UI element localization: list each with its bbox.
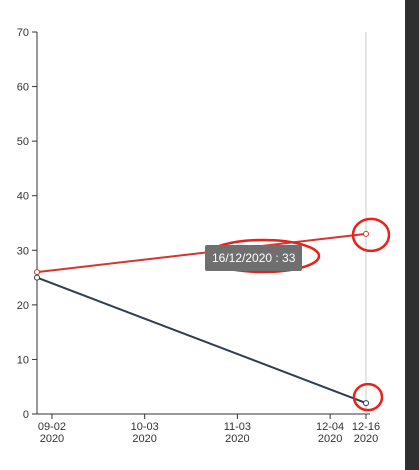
y-tick-label: 30 — [17, 245, 29, 257]
annotation-circle-top-point — [351, 217, 391, 253]
chart-axes — [36, 32, 370, 415]
y-tick-label: 60 — [17, 82, 29, 94]
x-tick-label-date: 12-16 — [352, 421, 380, 433]
dark-sidebar-edge — [405, 0, 419, 470]
x-tick-label-date: 09-02 — [38, 421, 66, 433]
y-tick-label: 70 — [17, 27, 29, 39]
x-tick-label-year: 2020 — [354, 433, 378, 445]
series-1-point[interactable] — [34, 269, 40, 276]
x-tick-label-year: 2020 — [225, 433, 249, 445]
series-layer — [34, 230, 369, 407]
annotation-circle-bottom-point — [352, 382, 384, 412]
y-tick-label: 20 — [17, 300, 29, 312]
x-axis-ticks: 09-02202010-03202011-03202012-04202012-1… — [38, 414, 380, 445]
y-tick-label: 0 — [23, 409, 29, 421]
x-tick-label-year: 2020 — [132, 433, 156, 445]
chart-tooltip: 16/12/2020 : 33 — [205, 245, 303, 271]
x-tick-label-date: 11-03 — [224, 421, 251, 433]
series-2-point[interactable] — [34, 274, 40, 281]
y-tick-label: 50 — [17, 136, 29, 148]
x-tick-label-year: 2020 — [40, 433, 64, 445]
series-1-point[interactable] — [363, 230, 369, 237]
series-2-point[interactable] — [363, 400, 369, 407]
y-tick-label: 40 — [17, 191, 29, 203]
y-axis-ticks: 0 10 20 30 40 50 60 70 — [17, 27, 37, 421]
x-tick-label-date: 10-03 — [131, 421, 159, 433]
y-tick-label: 10 — [17, 354, 29, 366]
series-line-2 — [36, 276, 367, 405]
x-tick-label-date: 12-04 — [316, 421, 344, 433]
series-line-1 — [36, 232, 367, 274]
x-tick-label-year: 2020 — [318, 433, 342, 445]
